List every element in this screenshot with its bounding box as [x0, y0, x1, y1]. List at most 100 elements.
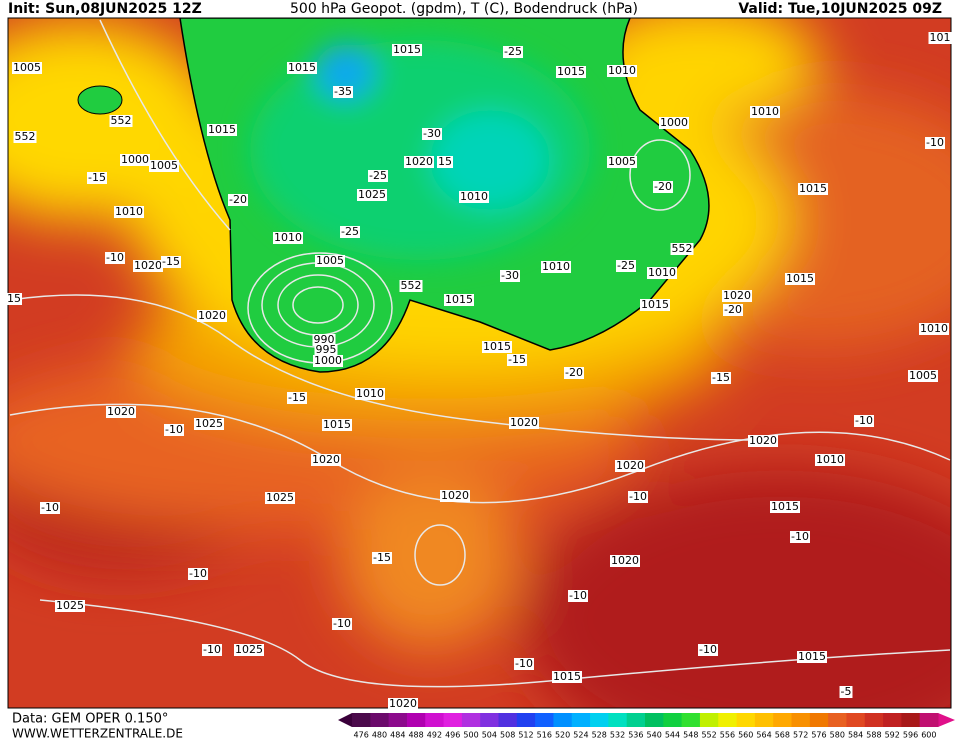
colorbar-label: 568	[775, 731, 790, 740]
map-label: 1015	[483, 340, 511, 353]
label-box	[13, 131, 37, 143]
colorbar-swatch	[809, 713, 829, 727]
map-label: 1005	[13, 61, 41, 74]
map-label: 1000	[121, 153, 149, 166]
map-label: -15	[288, 391, 306, 404]
map-label: 1005	[909, 369, 937, 382]
label-box	[790, 531, 810, 543]
map-label: -10	[569, 589, 587, 602]
colorbar-swatch	[516, 713, 536, 727]
colorbar-swatch	[901, 713, 921, 727]
label-box	[399, 280, 423, 292]
colorbar-label: 512	[518, 731, 533, 740]
map-label: 1020	[389, 697, 417, 710]
label-box	[607, 156, 637, 168]
label-box	[207, 124, 237, 136]
colorbar-swatch	[699, 713, 719, 727]
label-box	[12, 62, 42, 74]
label-box	[552, 671, 582, 683]
map-label: 1020	[611, 554, 639, 567]
colorbar-label: 556	[720, 731, 735, 740]
label-box	[404, 156, 434, 168]
map-label: -10	[333, 617, 351, 630]
colorbar-swatch	[681, 713, 701, 727]
label-box	[647, 267, 677, 279]
map-label: -10	[791, 530, 809, 543]
map-label: -10	[515, 657, 533, 670]
label-box	[564, 367, 584, 379]
colorbar-label: 520	[555, 731, 570, 740]
map-frame	[7, 17, 952, 709]
map-label: 1020	[107, 405, 135, 418]
map-label: 990	[314, 333, 335, 346]
label-box	[628, 491, 648, 503]
data-source: Data: GEM OPER 0.150°	[12, 712, 168, 727]
map-label: 1015	[799, 182, 827, 195]
label-box	[653, 181, 673, 193]
map-label: 15	[438, 155, 452, 168]
map-label: 1000	[660, 116, 688, 129]
map-label: 1015	[323, 418, 351, 431]
map-label: 1015	[786, 272, 814, 285]
colorbar-swatch	[388, 713, 408, 727]
colorbar-swatch	[553, 713, 573, 727]
label-box	[55, 600, 85, 612]
colorbar-swatch	[406, 713, 426, 727]
colorbar-swatch	[535, 713, 554, 727]
label-box	[422, 128, 442, 140]
map-label: 15	[7, 292, 21, 305]
map-label: 1010	[816, 453, 844, 466]
label-box	[839, 686, 853, 698]
colorbar-swatch	[883, 713, 902, 727]
label-box	[355, 388, 385, 400]
label-box	[908, 370, 938, 382]
colorbar-label: 560	[738, 731, 753, 740]
colorbar-label: 516	[537, 731, 552, 740]
colorbar-swatch	[590, 713, 609, 727]
colorbar-swatch	[480, 713, 499, 727]
map-label: 1010	[608, 64, 636, 77]
map-label: -10	[926, 136, 944, 149]
label-box	[770, 501, 800, 513]
map-label: 1020	[510, 416, 538, 429]
map-label: 1020	[723, 289, 751, 302]
colorbar-label: 536	[628, 731, 643, 740]
label-box	[798, 183, 828, 195]
map-label: -35	[334, 85, 352, 98]
isobars	[9, 19, 951, 688]
label-box	[105, 252, 125, 264]
label-box	[507, 354, 527, 366]
colorbar-swatch	[754, 713, 774, 727]
colorbar-label: 544	[665, 731, 680, 740]
colorbar-swatch	[846, 713, 866, 727]
map-label: -15	[373, 551, 391, 564]
colorbar-label: 480	[372, 731, 387, 740]
map-label: 1020	[134, 259, 162, 272]
colorbar-label: 476	[354, 731, 369, 740]
map-label: 1020	[441, 489, 469, 502]
colorbar-label: 600	[921, 731, 936, 740]
map-label: 552	[672, 242, 693, 255]
map-label: 1015	[288, 61, 316, 74]
label-box	[797, 651, 827, 663]
colorbar-arrow-left	[338, 713, 352, 727]
colorbar-swatch	[718, 713, 738, 727]
map-label: -30	[501, 269, 519, 282]
label-box	[722, 290, 752, 302]
colorbar-swatch	[425, 713, 445, 727]
label-box	[311, 454, 341, 466]
label-box	[114, 206, 144, 218]
map-label: -25	[369, 169, 387, 182]
label-box	[503, 46, 523, 58]
label-box	[748, 435, 778, 447]
label-box	[482, 341, 512, 353]
colorbar-swatch	[352, 713, 371, 727]
colorbar-label: 484	[390, 731, 405, 740]
map-label: 1015	[771, 500, 799, 513]
label-box	[440, 490, 470, 502]
label-box	[161, 256, 181, 268]
label-box	[265, 492, 295, 504]
colorbar-arrow-right	[938, 713, 955, 727]
label-box	[500, 270, 520, 282]
colorbar-label: 488	[408, 731, 423, 740]
